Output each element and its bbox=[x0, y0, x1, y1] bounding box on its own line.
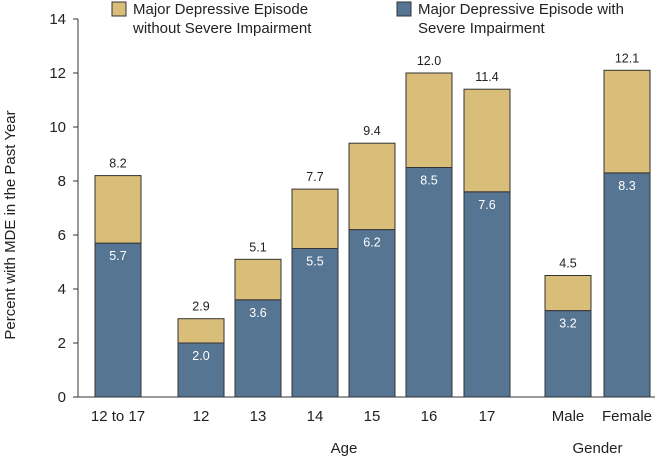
group-label: Gender bbox=[572, 440, 622, 457]
total-value-label: 4.5 bbox=[559, 257, 576, 271]
legend: Major Depressive Episode without Severe I… bbox=[111, 1, 624, 37]
legend-swatch bbox=[396, 1, 412, 17]
segment-value-label: 2.0 bbox=[192, 349, 209, 363]
y-tick-label: 4 bbox=[58, 281, 66, 298]
legend-entry-line2: Severe Impairment bbox=[418, 20, 546, 37]
bar-segment-not-severe bbox=[94, 175, 142, 244]
bar-segment-severe bbox=[405, 167, 453, 398]
x-tick-label: Male bbox=[552, 408, 585, 425]
x-tick-labels: 12 to 17 12 13 14 15 16 17 Male Female bbox=[91, 408, 652, 425]
y-tick-label: 0 bbox=[58, 389, 66, 406]
y-tick-label: 8 bbox=[58, 173, 66, 190]
total-value-label: 11.4 bbox=[475, 70, 498, 84]
x-tick-label: 16 bbox=[421, 408, 438, 425]
group-labels: Age Gender bbox=[331, 440, 623, 457]
x-tick-label: 17 bbox=[479, 408, 496, 425]
bar-segment-severe bbox=[234, 299, 282, 398]
segment-value-label: 3.2 bbox=[559, 317, 576, 331]
segment-value-label: 6.2 bbox=[363, 236, 380, 250]
bar-segment-severe bbox=[463, 191, 511, 398]
bar-segment-not-severe bbox=[603, 69, 651, 174]
bar-segment-not-severe bbox=[291, 188, 339, 250]
bar-segment-severe bbox=[94, 242, 142, 398]
bar-segment-not-severe bbox=[405, 72, 453, 168]
legend-swatch bbox=[111, 1, 127, 17]
x-tick-label: Female bbox=[602, 408, 652, 425]
total-value-label: 2.9 bbox=[192, 300, 209, 314]
y-tick-label: 12 bbox=[49, 65, 66, 82]
segment-value-label: 7.6 bbox=[478, 198, 495, 212]
bar-segment-not-severe bbox=[234, 258, 282, 301]
total-value-label: 5.1 bbox=[249, 240, 266, 254]
bar-segment-severe bbox=[291, 248, 339, 398]
segment-value-label: 5.7 bbox=[109, 249, 126, 263]
y-tick-label: 6 bbox=[58, 227, 66, 244]
y-ticks: 0 2 4 6 8 10 12 14 bbox=[49, 11, 78, 406]
segment-value-label: 3.6 bbox=[249, 306, 266, 320]
bar-segment-not-severe bbox=[463, 88, 511, 193]
x-tick-label: 14 bbox=[307, 408, 324, 425]
bar-segment-severe bbox=[544, 310, 592, 398]
segment-value-label: 8.5 bbox=[420, 174, 437, 188]
total-value-label: 12.1 bbox=[615, 51, 639, 65]
total-value-label: 12.0 bbox=[417, 54, 441, 68]
group-label: Age bbox=[331, 440, 358, 457]
x-tick-label: 12 bbox=[193, 408, 210, 425]
x-tick-label: 12 to 17 bbox=[91, 408, 145, 425]
y-tick-label: 10 bbox=[49, 119, 66, 136]
legend-entry-line1: Major Depressive Episode bbox=[133, 1, 308, 18]
y-tick-label: 14 bbox=[49, 11, 66, 28]
bar-segment-severe bbox=[348, 229, 396, 398]
total-value-label: 7.7 bbox=[306, 170, 323, 184]
y-tick-label: 2 bbox=[58, 335, 66, 352]
bars: 5.7 8.2 2.0 2.9 3.6 5.1 5.5 7.7 6.2 9.4 8.5 12.0 7.6… bbox=[94, 51, 651, 398]
bar-segment-not-severe bbox=[348, 142, 396, 231]
legend-entry-line1: Major Depressive Episode with bbox=[418, 1, 624, 18]
x-tick-label: 13 bbox=[250, 408, 267, 425]
bar-segment-not-severe bbox=[544, 275, 592, 312]
total-value-label: 8.2 bbox=[109, 157, 126, 171]
bar-segment-severe bbox=[603, 172, 651, 398]
segment-value-label: 8.3 bbox=[618, 179, 635, 193]
total-value-label: 9.4 bbox=[363, 124, 380, 138]
segment-value-label: 5.5 bbox=[306, 255, 323, 269]
legend-entry-line2: without Severe Impairment bbox=[132, 20, 312, 37]
x-tick-label: 15 bbox=[364, 408, 381, 425]
bar-segment-not-severe bbox=[177, 318, 225, 344]
y-axis-label: Percent with MDE in the Past Year bbox=[2, 110, 19, 339]
